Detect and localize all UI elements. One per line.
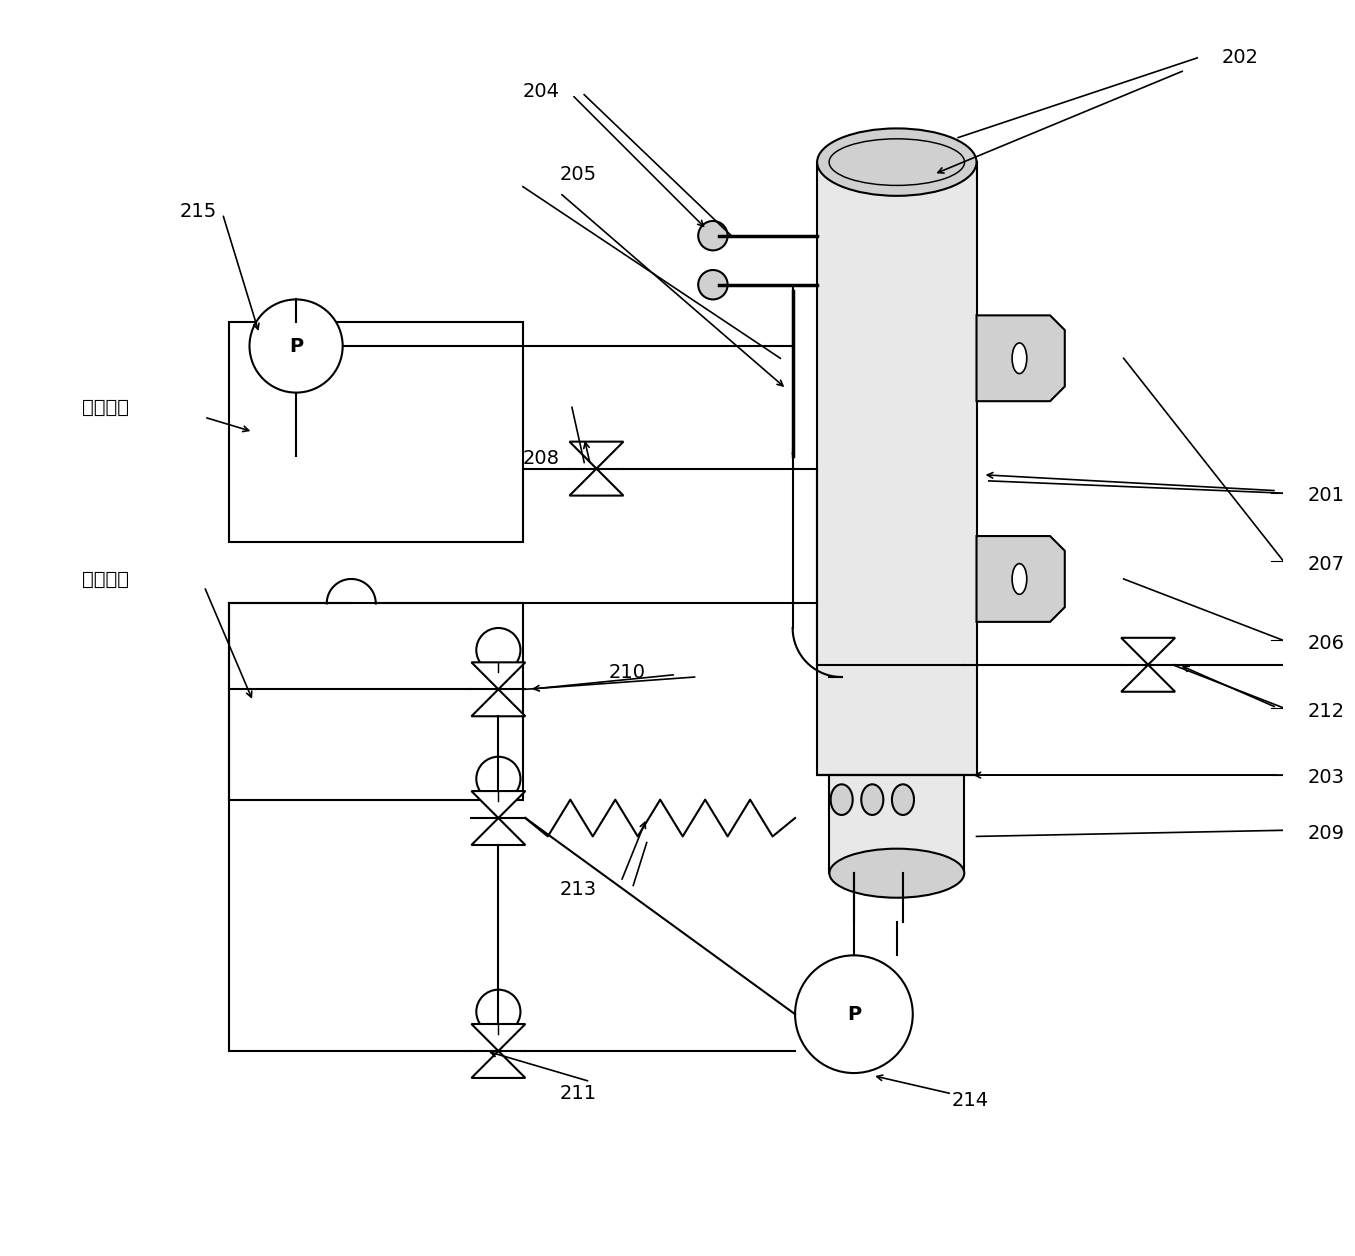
- Text: 206: 206: [1308, 634, 1344, 653]
- Polygon shape: [569, 442, 623, 468]
- Bar: [229, 322, 523, 543]
- Ellipse shape: [817, 128, 977, 196]
- Circle shape: [477, 990, 520, 1034]
- Text: 212: 212: [1308, 702, 1344, 721]
- Ellipse shape: [862, 784, 883, 815]
- Polygon shape: [472, 1051, 526, 1078]
- Ellipse shape: [831, 784, 852, 815]
- Polygon shape: [472, 690, 526, 716]
- Circle shape: [698, 221, 728, 250]
- Text: 207: 207: [1308, 555, 1344, 574]
- Circle shape: [698, 270, 728, 299]
- Text: 208: 208: [523, 450, 560, 468]
- Text: 209: 209: [1308, 824, 1344, 844]
- Text: P: P: [847, 1005, 860, 1024]
- Bar: [817, 162, 977, 775]
- Ellipse shape: [892, 784, 915, 815]
- Ellipse shape: [829, 849, 965, 898]
- Polygon shape: [1121, 638, 1175, 664]
- Polygon shape: [977, 536, 1065, 622]
- Polygon shape: [472, 818, 526, 845]
- Circle shape: [249, 299, 343, 393]
- Ellipse shape: [1012, 564, 1027, 594]
- Text: 210: 210: [608, 663, 646, 682]
- Ellipse shape: [1012, 343, 1027, 373]
- Polygon shape: [472, 791, 526, 818]
- Text: 冷媒气管: 冷媒气管: [81, 398, 129, 417]
- Text: 201: 201: [1308, 486, 1344, 505]
- Polygon shape: [472, 662, 526, 690]
- Circle shape: [477, 628, 520, 672]
- Text: 205: 205: [560, 165, 596, 183]
- Text: 214: 214: [953, 1090, 989, 1109]
- Text: 203: 203: [1308, 769, 1344, 788]
- Bar: [829, 775, 965, 873]
- Bar: [229, 603, 523, 800]
- Circle shape: [477, 756, 520, 801]
- Text: 冷媒液管: 冷媒液管: [81, 569, 129, 589]
- Text: P: P: [289, 337, 304, 355]
- Text: 204: 204: [523, 82, 560, 100]
- Text: 211: 211: [560, 1084, 596, 1103]
- Polygon shape: [977, 315, 1065, 401]
- Text: 213: 213: [560, 879, 596, 898]
- Polygon shape: [1121, 664, 1175, 692]
- Polygon shape: [569, 468, 623, 496]
- Circle shape: [795, 956, 913, 1073]
- Polygon shape: [472, 1024, 526, 1051]
- Text: 215: 215: [180, 202, 217, 221]
- Text: 202: 202: [1222, 49, 1259, 68]
